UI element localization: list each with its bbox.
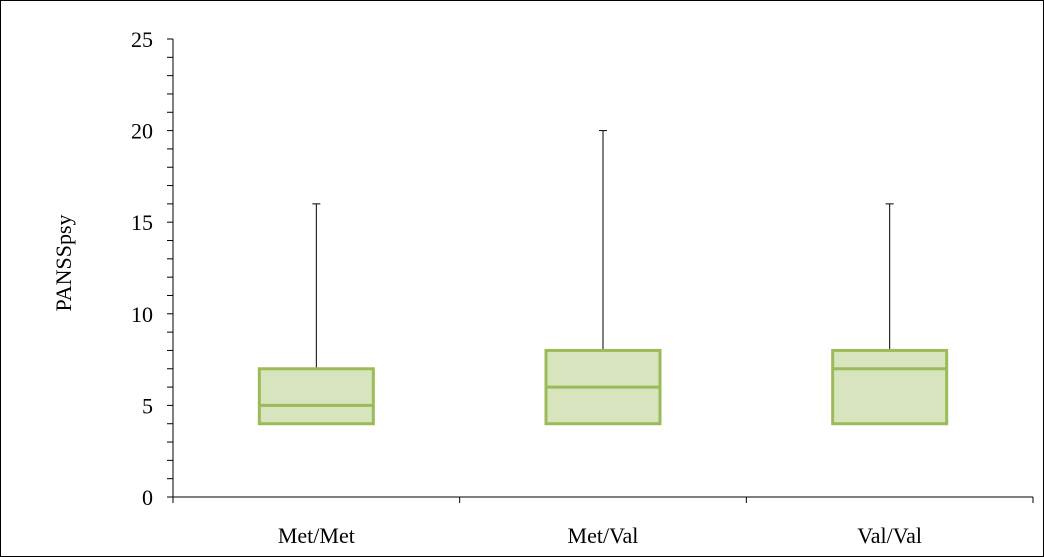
box-met-met bbox=[257, 367, 375, 426]
y-tick-label: 10 bbox=[131, 302, 153, 327]
y-axis-title: PANSSpsy bbox=[51, 214, 76, 311]
x-category-label: Val/Val bbox=[857, 523, 922, 548]
y-tick-label: 5 bbox=[142, 393, 153, 418]
y-tick-label: 25 bbox=[131, 27, 153, 52]
y-tick-label: 15 bbox=[131, 210, 153, 235]
x-category-label: Met/Met bbox=[278, 523, 355, 548]
box-val-val bbox=[831, 348, 949, 426]
y-tick-label: 20 bbox=[131, 119, 153, 144]
x-category-label: Met/Val bbox=[568, 523, 639, 548]
y-tick-label: 0 bbox=[142, 485, 153, 510]
